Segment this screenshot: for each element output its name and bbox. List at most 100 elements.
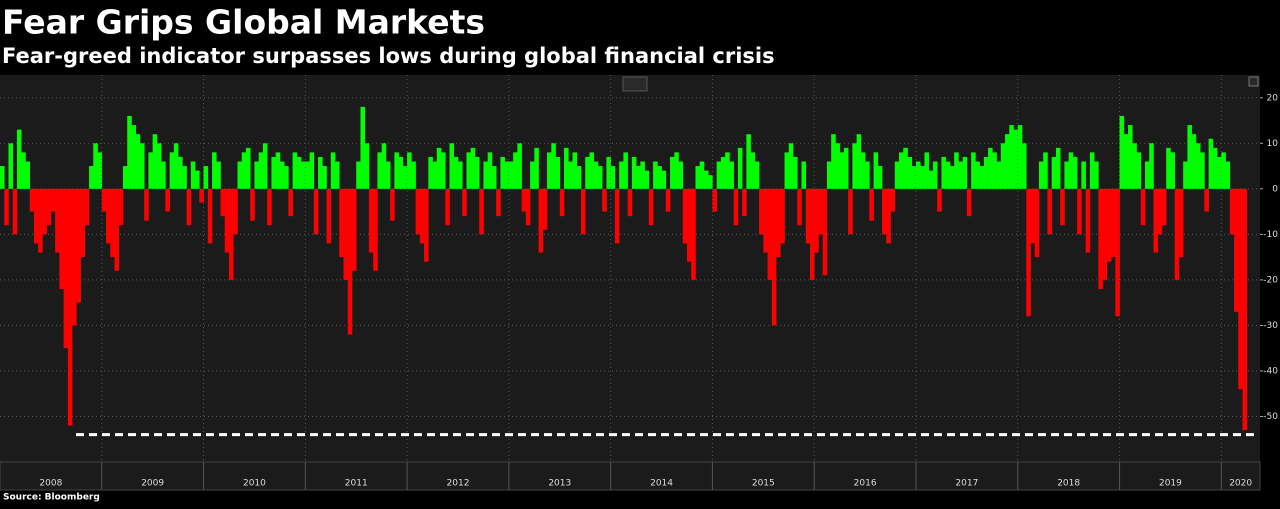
y-tick-label: -10: [1263, 230, 1278, 240]
x-tick-label: 2019: [1159, 479, 1182, 489]
bar: [733, 188, 739, 226]
bar: [623, 152, 628, 189]
bar: [737, 147, 743, 189]
bar: [262, 143, 268, 189]
bar: [436, 147, 442, 189]
bar: [21, 152, 26, 189]
bar: [958, 161, 963, 189]
bar: [1051, 156, 1057, 189]
bar: [411, 161, 416, 189]
bar: [1161, 188, 1167, 226]
bar: [1022, 143, 1027, 189]
bar: [674, 152, 679, 189]
bar: [89, 166, 94, 189]
bar: [640, 161, 645, 189]
bar: [38, 188, 43, 253]
bar: [1068, 152, 1074, 189]
bar: [1038, 161, 1044, 189]
bar: [729, 161, 734, 189]
bar: [148, 152, 153, 189]
bar: [1017, 125, 1023, 189]
bar: [1195, 143, 1201, 189]
bar: [161, 161, 166, 189]
bar: [1157, 188, 1163, 235]
bar: [1136, 152, 1142, 189]
bar: [0, 166, 5, 189]
bar: [339, 188, 344, 258]
bar: [670, 156, 675, 189]
bar: [572, 152, 578, 189]
bar: [924, 152, 930, 189]
bar: [750, 152, 756, 189]
bar: [415, 188, 421, 235]
bar: [500, 156, 505, 189]
bar: [67, 188, 73, 426]
bar: [873, 152, 879, 189]
bar: [377, 152, 382, 189]
bar: [122, 166, 128, 189]
bar: [776, 188, 781, 258]
bar: [801, 161, 807, 189]
bar: [1140, 188, 1146, 226]
bar: [1111, 188, 1116, 258]
bar: [398, 156, 404, 189]
bar: [606, 156, 611, 189]
bar: [1119, 115, 1125, 189]
bar: [1208, 138, 1214, 189]
bar: [76, 188, 81, 303]
bar: [657, 166, 662, 189]
bar: [42, 188, 47, 235]
bar: [852, 143, 857, 189]
bar: [1174, 188, 1180, 280]
bar: [428, 156, 433, 189]
bar: [1094, 161, 1099, 189]
bar: [152, 134, 158, 189]
bar: [797, 188, 802, 226]
bar: [860, 152, 866, 189]
bar: [335, 161, 340, 189]
bar: [347, 188, 353, 335]
bar: [992, 152, 997, 189]
bar: [983, 156, 989, 189]
bar: [966, 188, 972, 217]
bar: [1187, 125, 1192, 189]
bar: [886, 188, 891, 244]
chart-icon: [622, 76, 648, 92]
x-tick-label: 2018: [1057, 479, 1080, 489]
bar: [1225, 161, 1231, 189]
bar: [1000, 143, 1006, 189]
bar: [890, 188, 896, 212]
bar: [33, 188, 39, 244]
bar: [619, 161, 624, 189]
bar: [491, 166, 497, 189]
bar: [322, 166, 327, 189]
bar: [228, 188, 234, 280]
bar: [203, 166, 209, 189]
bar: [759, 188, 764, 235]
bar: [407, 152, 412, 189]
bar: [474, 156, 480, 189]
bar: [1106, 188, 1112, 262]
bar: [1229, 188, 1235, 235]
bar: [275, 152, 281, 189]
bar: [453, 156, 459, 189]
bar: [644, 170, 650, 189]
bar: [364, 143, 370, 189]
bar: [648, 188, 654, 226]
bar: [186, 188, 192, 226]
bar: [843, 147, 849, 189]
bar: [195, 170, 200, 189]
bar: [1200, 152, 1205, 189]
bar: [636, 166, 641, 189]
bar: [419, 188, 425, 244]
bar: [1178, 188, 1184, 258]
bar: [712, 188, 717, 212]
bar: [1234, 188, 1239, 312]
bar: [1221, 152, 1226, 189]
bar: [97, 152, 103, 189]
bar: [424, 188, 429, 262]
bar: [63, 188, 69, 349]
bar: [1055, 147, 1061, 189]
bar: [241, 152, 247, 189]
bar: [831, 134, 836, 189]
